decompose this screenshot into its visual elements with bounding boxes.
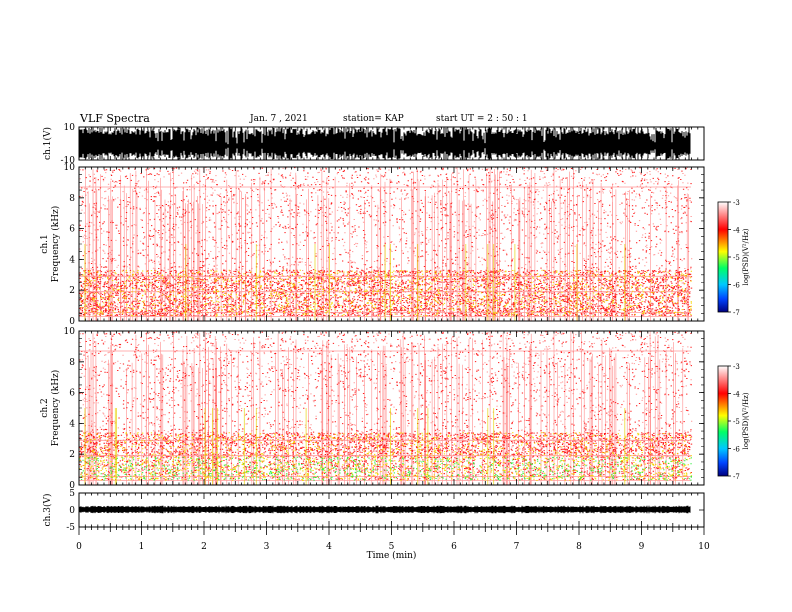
ch3-waveform: [79, 505, 691, 514]
start-time-label: start UT = 2 : 50 : 1: [436, 114, 528, 124]
y-tick-label: 0: [69, 317, 75, 327]
y-axis-channel-label: ch.1: [40, 234, 50, 253]
date-label: Jan. 7 , 2021: [250, 114, 308, 124]
y-minor-ticks: [79, 166, 704, 322]
x-ticks: [78, 493, 705, 527]
y-axis-label: Frequency (kHz): [50, 370, 61, 447]
colorbar: [717, 201, 729, 313]
x-ticks: [78, 127, 705, 160]
y-tick-label: 8: [69, 194, 75, 204]
colorbar-tick-label: -5: [733, 418, 740, 426]
y-tick-label: 0: [69, 506, 75, 516]
ch2-spectrogram: [79, 330, 693, 485]
chart-title: VLF Spectra: [80, 112, 150, 125]
station-label: station= KAP: [343, 114, 404, 124]
y-tick-label: 4: [69, 255, 75, 265]
panel-frame: [78, 166, 705, 322]
ch3-waveform-line: [79, 505, 691, 514]
y-tick-label: -10: [61, 156, 76, 166]
y-axis-label: Frequency (kHz): [50, 206, 61, 283]
y-tick-label: 10: [64, 123, 76, 133]
x-tick-label: 2: [201, 542, 207, 552]
x-ticks-outer: [78, 527, 705, 535]
ch2-spectrogram-strong-impulses: [84, 408, 626, 485]
colorbar-label: log(PSD)(V²/Hz): [742, 392, 750, 449]
colorbar-tick-label: -3: [733, 363, 740, 371]
ch1-waveform: [79, 127, 691, 160]
ch1-spectrogram-strong-impulses: [84, 244, 626, 321]
x-axis-label: Time (min): [367, 550, 417, 561]
ch1-waveform-line: [79, 127, 691, 160]
y-tick-label: 8: [69, 358, 75, 368]
y-tick-label: 0: [69, 481, 75, 491]
x-tick-label: 1: [139, 542, 145, 552]
y-tick-label: 10: [64, 327, 76, 337]
y-tick-label: -5: [66, 523, 75, 533]
x-tick-label: 8: [576, 542, 582, 552]
colorbar-tick-label: -3: [733, 199, 740, 207]
ch1-spectrogram-impulses: [78, 167, 689, 321]
y-tick-label: 4: [69, 419, 75, 429]
y-tick-label: 5: [69, 489, 75, 499]
colorbar-label: log(PSD)(V²/Hz): [742, 228, 750, 285]
x-tick-label: 5: [389, 542, 395, 552]
x-tick-label: 7: [514, 542, 520, 552]
y-tick-label: 2: [69, 450, 75, 460]
y-tick-label: 2: [69, 286, 75, 296]
colorbar-tick-label: -4: [733, 227, 740, 235]
y-tick-label: 6: [69, 389, 75, 399]
colorbar-tick-label: -7: [733, 309, 740, 317]
ch1-spectrogram: [78, 166, 693, 321]
y-tick-label: 10: [64, 163, 76, 173]
y-axis-channel-label: ch.2: [40, 398, 50, 417]
x-ticks: [78, 167, 705, 321]
colorbar-tick-label: -6: [733, 446, 740, 454]
colorbar-tick-label: -7: [733, 473, 740, 481]
x-ticks: [78, 331, 705, 485]
colorbar-tick-label: -5: [733, 254, 740, 262]
x-tick-label: 4: [326, 542, 332, 552]
x-tick-label: 0: [76, 542, 82, 552]
ch1-spectrogram-red-power: [79, 166, 693, 317]
y-tick-label: 6: [69, 225, 75, 235]
y-minor-ticks: [79, 330, 704, 486]
colorbar-tick-label: -6: [733, 282, 740, 290]
y-axis-label: ch.1(V): [42, 127, 53, 160]
x-tick-label: 3: [264, 542, 270, 552]
colorbar: [717, 365, 729, 477]
x-tick-label: 10: [698, 542, 710, 552]
y-axis-label: ch.3(V): [42, 494, 53, 527]
x-tick-label: 6: [451, 542, 457, 552]
ch1-spectrogram-low-power: [79, 166, 693, 310]
x-tick-label: 9: [639, 542, 645, 552]
colorbar-tick-label: -4: [733, 391, 740, 399]
